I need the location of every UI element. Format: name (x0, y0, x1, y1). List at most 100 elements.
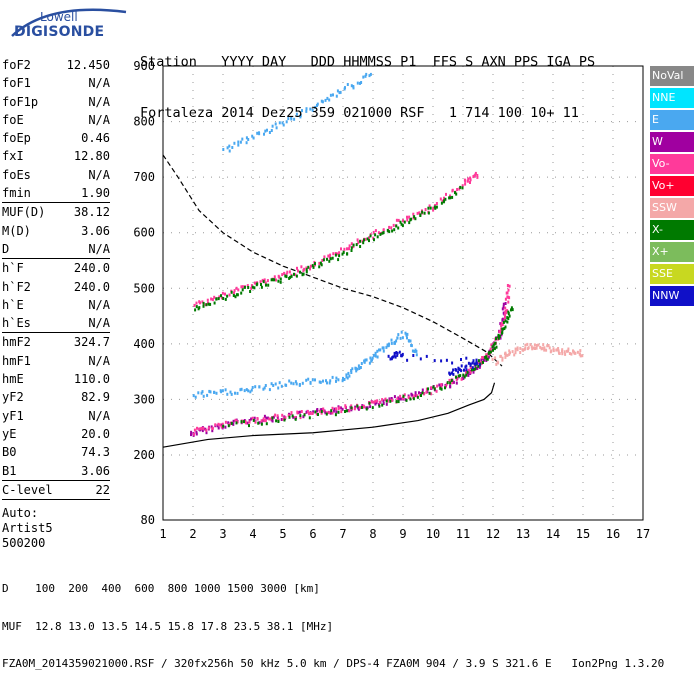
echo-point (474, 173, 477, 177)
echo-point (350, 369, 353, 372)
echo-point (457, 374, 460, 378)
param-value: N/A (88, 112, 110, 127)
echo-point (476, 175, 479, 179)
echo-point (507, 310, 510, 314)
echo-point (457, 370, 460, 374)
param-row-b1: B1 3.06 (2, 462, 110, 480)
echo-point (233, 289, 236, 293)
echo-point (241, 137, 244, 141)
echo-point (498, 330, 501, 334)
echo-point (285, 383, 288, 387)
echo-point (535, 346, 538, 350)
echo-point (394, 355, 397, 359)
echo-point (202, 394, 205, 398)
echo-point (348, 244, 351, 248)
echo-point (531, 347, 534, 351)
x-tick-label: 6 (309, 527, 316, 541)
echo-point (195, 301, 198, 305)
echo-point (400, 330, 403, 334)
echo-point (275, 419, 278, 423)
echo-point (427, 211, 430, 215)
echo-point (228, 144, 231, 148)
echo-point (263, 414, 266, 418)
echo-point (497, 336, 500, 340)
echo-point (451, 188, 454, 192)
echo-point (399, 336, 402, 340)
echo-point (465, 368, 468, 372)
param-value: 12.80 (73, 149, 110, 164)
echo-point (401, 352, 404, 356)
echo-point (377, 231, 380, 235)
echo-point (221, 422, 224, 426)
echo-point (419, 213, 422, 217)
echo-point (322, 258, 325, 262)
echo-point (489, 350, 492, 354)
echo-point (506, 291, 509, 295)
echo-point (463, 375, 466, 379)
echo-point (294, 416, 297, 419)
echo-point (321, 100, 324, 104)
echo-point (441, 199, 444, 203)
echo-point (294, 417, 297, 421)
echo-point (469, 176, 472, 180)
echo-point (239, 388, 242, 392)
echo-point (401, 224, 404, 228)
echo-point (563, 350, 566, 354)
param-value: 74.3 (81, 445, 110, 460)
echo-point (290, 381, 293, 385)
echo-point (497, 335, 500, 339)
echo-point (267, 283, 270, 287)
echo-point (376, 235, 379, 239)
echo-point (340, 410, 343, 414)
echo-point (449, 194, 451, 198)
echo-point (365, 358, 368, 362)
echo-point (258, 421, 261, 425)
echo-point (576, 350, 579, 354)
echo-point (574, 351, 577, 355)
echo-point (428, 204, 431, 208)
echo-point (420, 394, 422, 397)
echo-point (286, 270, 289, 274)
echo-point (296, 266, 298, 270)
echo-point (425, 390, 428, 394)
echo-point (329, 253, 332, 257)
echo-point (290, 411, 293, 415)
echo-point (272, 415, 275, 419)
echo-point (419, 357, 422, 361)
echo-point (433, 387, 436, 391)
echo-point (408, 215, 411, 219)
echo-point (305, 410, 308, 414)
param-row-yf1: yF1 N/A (2, 407, 110, 425)
echo-point (404, 331, 407, 335)
echo-point (241, 288, 244, 292)
echo-point (194, 395, 197, 399)
echo-point (465, 373, 468, 377)
echo-point (465, 364, 468, 368)
echo-point (470, 368, 473, 372)
echo-point (243, 285, 246, 289)
echo-point (241, 285, 244, 289)
echo-point (314, 378, 316, 382)
echo-point (209, 390, 212, 394)
echo-point (282, 123, 285, 127)
echo-point (476, 174, 479, 177)
echo-point (382, 229, 385, 233)
echo-point (466, 370, 469, 374)
echo-point (338, 254, 341, 258)
echo-point (288, 270, 291, 274)
echo-point (335, 410, 338, 414)
echo-point (409, 339, 412, 343)
echo-point (496, 360, 499, 364)
echo-point (352, 243, 355, 247)
echo-point (390, 397, 393, 400)
echo-point (354, 405, 357, 409)
echo-point (280, 418, 283, 421)
echo-point (504, 319, 507, 323)
echo-point (570, 352, 573, 356)
echo-point (435, 389, 438, 393)
echo-point (346, 247, 348, 251)
echo-point (360, 406, 363, 409)
echo-point (434, 206, 437, 210)
echo-point (300, 410, 303, 413)
echo-point (429, 206, 432, 210)
